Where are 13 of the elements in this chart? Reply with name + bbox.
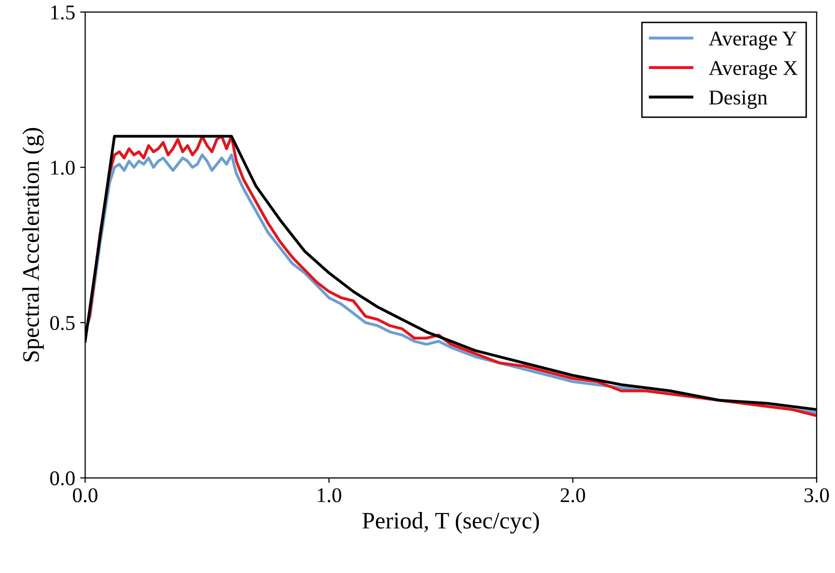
y-tick-label: 0.5	[50, 316, 75, 330]
y-axis-title: Spectral Acceleration (g)	[22, 128, 44, 362]
x-tick-label: 3.0	[804, 488, 829, 502]
legend-label: Average X	[708, 61, 798, 80]
x-tick-label: 0.0	[72, 488, 98, 502]
y-tick-label: 0.0	[50, 471, 75, 486]
x-tick-label: 2.0	[560, 488, 586, 502]
y-tick-label: 1.0	[51, 160, 75, 175]
legend-label: Average Y	[708, 32, 797, 50]
legend-label: Design	[709, 90, 768, 109]
x-axis-title: Period, T (sec/cyc)	[362, 512, 539, 534]
x-tick-label: 1.0	[318, 488, 342, 502]
y-tick-label: 1.5	[51, 6, 75, 20]
